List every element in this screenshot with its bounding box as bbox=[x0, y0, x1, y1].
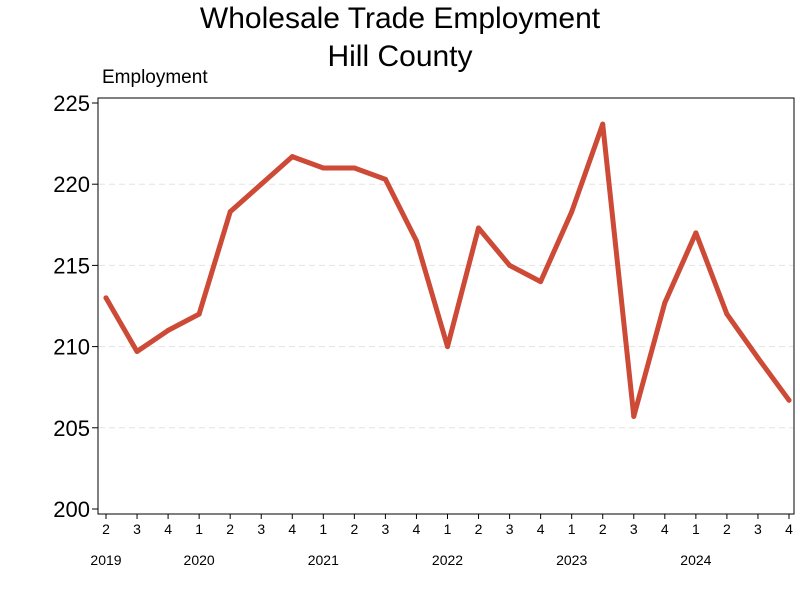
data-point bbox=[382, 176, 388, 182]
y-tick-label: 220 bbox=[53, 172, 90, 197]
x-tick-label: 4 bbox=[413, 521, 421, 537]
y-tick-label: 200 bbox=[53, 497, 90, 522]
x-tick-label: 4 bbox=[164, 521, 172, 537]
data-point bbox=[351, 165, 357, 171]
y-tick-label: 205 bbox=[53, 416, 90, 441]
x-tick-label: 4 bbox=[785, 521, 793, 537]
x-tick-label: 2 bbox=[723, 521, 731, 537]
data-point bbox=[631, 413, 637, 419]
x-tick-label: 2 bbox=[599, 521, 607, 537]
x-tick-label: 4 bbox=[537, 521, 545, 537]
data-point bbox=[227, 209, 233, 215]
y-axis-label: Employment bbox=[102, 67, 208, 88]
data-point bbox=[196, 311, 202, 317]
x-tick-label: 3 bbox=[506, 521, 514, 537]
x-tick-label: 2 bbox=[226, 521, 234, 537]
plot-frame bbox=[97, 97, 795, 515]
series-line bbox=[103, 121, 792, 419]
x-tick-label: 2 bbox=[475, 521, 483, 537]
data-point bbox=[693, 230, 699, 236]
data-point bbox=[538, 279, 544, 285]
chart-title: Wholesale Trade Employment bbox=[199, 2, 601, 35]
x-tick-label: 3 bbox=[133, 521, 141, 537]
chart-subtitle: Hill County bbox=[327, 40, 473, 73]
x-tick-label: 2 bbox=[350, 521, 358, 537]
y-tick-label: 215 bbox=[53, 253, 90, 278]
data-point bbox=[165, 327, 171, 333]
data-point bbox=[662, 300, 668, 306]
x-tick-label: 3 bbox=[754, 521, 762, 537]
x-tick-label: 1 bbox=[568, 521, 576, 537]
data-point bbox=[258, 181, 264, 187]
x-tick-label: 3 bbox=[257, 521, 265, 537]
x-tick-label: 3 bbox=[382, 521, 390, 537]
x-tick-label: 4 bbox=[661, 521, 669, 537]
x-year-label: 2021 bbox=[308, 552, 339, 568]
x-tick-label: 1 bbox=[195, 521, 203, 537]
data-point bbox=[134, 348, 140, 354]
data-point bbox=[569, 209, 575, 215]
data-point bbox=[103, 295, 109, 301]
x-year-label: 2024 bbox=[680, 552, 711, 568]
x-year-label: 2022 bbox=[432, 552, 463, 568]
x-tick-label: 3 bbox=[630, 521, 638, 537]
x-tick-label: 4 bbox=[288, 521, 296, 537]
data-point bbox=[320, 165, 326, 171]
x-year-label: 2023 bbox=[556, 552, 587, 568]
data-point bbox=[413, 238, 419, 244]
data-point bbox=[724, 311, 730, 317]
data-point bbox=[445, 344, 450, 350]
x-tick-label: 1 bbox=[444, 521, 452, 537]
y-tick-label: 210 bbox=[53, 335, 90, 360]
x-tick-label: 2 bbox=[102, 521, 110, 537]
x-tick-label: 1 bbox=[692, 521, 700, 537]
x-year-label: 2019 bbox=[90, 552, 121, 568]
data-point bbox=[507, 262, 513, 268]
data-point bbox=[600, 121, 606, 127]
data-point bbox=[755, 355, 761, 361]
x-tick-label: 1 bbox=[319, 521, 327, 537]
data-point bbox=[476, 225, 482, 231]
data-point bbox=[289, 154, 295, 160]
data-point bbox=[786, 397, 792, 403]
y-tick-label: 225 bbox=[53, 91, 90, 116]
x-year-label: 2020 bbox=[184, 552, 215, 568]
